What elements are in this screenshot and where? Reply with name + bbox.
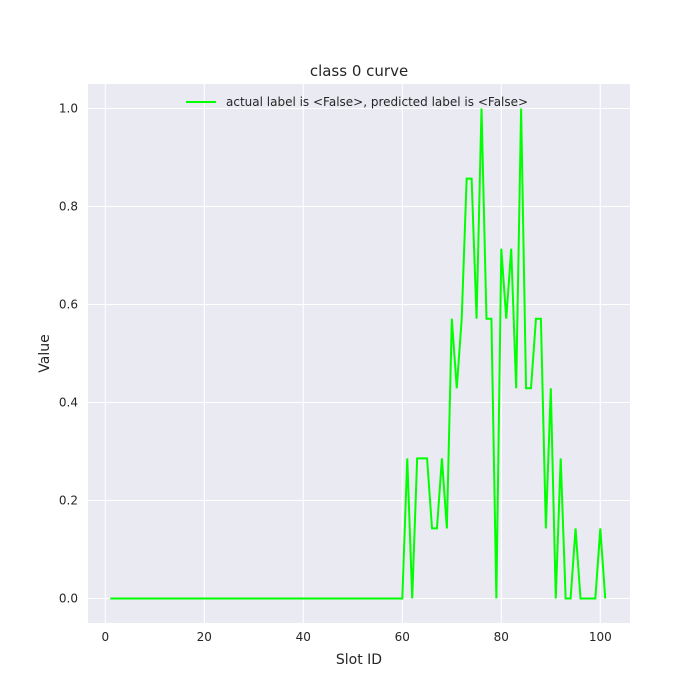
y-tick-label: 1.0	[59, 102, 78, 116]
x-tick-label: 80	[494, 630, 509, 644]
plot-background	[88, 84, 630, 623]
y-tick-label: 0.8	[59, 200, 78, 214]
y-tick-label: 0.4	[59, 396, 78, 410]
y-tick-label: 0.6	[59, 298, 78, 312]
axis-ticks: 0 20 40 60 80 100 0.0 0.2 0.4 0.6 0.8 1.0	[59, 102, 612, 645]
series-lines	[110, 108, 607, 600]
x-tick-label: 20	[197, 630, 212, 644]
x-tick-label: 40	[296, 630, 311, 644]
legend-entry-label: actual label is <False>, predicted label…	[226, 95, 528, 109]
x-tick-label: 0	[102, 630, 110, 644]
grid	[88, 84, 630, 623]
y-tick-label: 0.2	[59, 494, 78, 508]
y-axis-label: Value	[37, 334, 53, 372]
x-tick-label: 100	[589, 630, 612, 644]
x-axis-label: Slot ID	[336, 652, 382, 668]
chart-title: class 0 curve	[310, 62, 408, 80]
series-line	[110, 108, 607, 600]
legend: actual label is <False>, predicted label…	[186, 95, 528, 109]
y-tick-label: 0.0	[59, 592, 78, 606]
x-tick-label: 60	[395, 630, 410, 644]
